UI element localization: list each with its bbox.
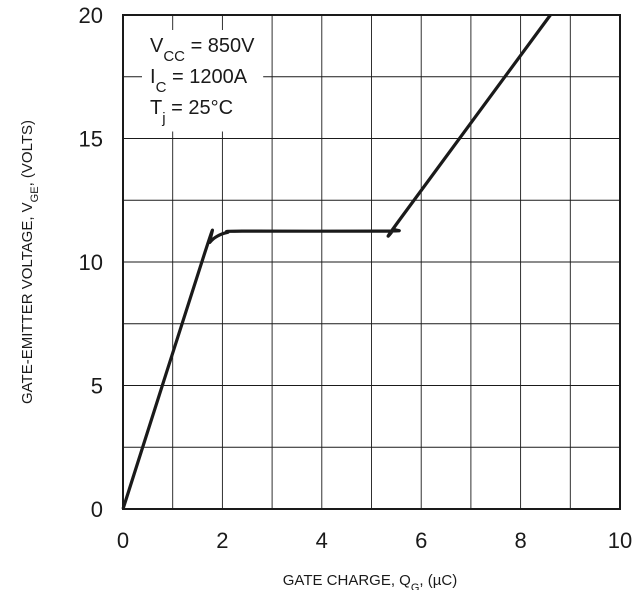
condition-symbol: I <box>150 66 156 88</box>
y-tick-label: 5 <box>91 374 103 399</box>
condition-value: = 1200A <box>166 66 247 88</box>
x-axis-label-sub: G <box>411 582 420 590</box>
y-axis-label-sub: GE <box>29 186 41 202</box>
y-axis-label: GATE-EMITTER VOLTAGE, VGE, (VOLTS) <box>19 120 41 404</box>
y-axis-label-main: GATE-EMITTER VOLTAGE, V <box>19 202 36 404</box>
x-tick-label: 0 <box>117 528 129 553</box>
condition-line: IC = 1200A <box>150 66 248 96</box>
x-tick-label: 6 <box>415 528 427 553</box>
x-tick-label: 2 <box>216 528 228 553</box>
condition-value: = 25°C <box>166 97 233 119</box>
y-tick-label: 20 <box>79 3 103 28</box>
y-tick-label: 10 <box>79 250 103 275</box>
gate-charge-curve <box>121 14 552 510</box>
y-tick-label: 15 <box>79 127 103 152</box>
y-axis-label-rest: , (VOLTS) <box>19 120 36 186</box>
condition-line: VCC = 850V <box>150 35 255 65</box>
y-tick-labels: 0 5 10 15 20 <box>79 3 103 522</box>
condition-subscript: CC <box>163 48 185 65</box>
conditions-background <box>142 30 264 132</box>
condition-value: = 850V <box>185 35 255 57</box>
x-tick-label: 8 <box>514 528 526 553</box>
condition-symbol: T <box>150 97 162 119</box>
x-axis-label: GATE CHARGE, QG, (µC) <box>283 572 457 590</box>
curve-layer <box>121 14 552 510</box>
condition-line: Tj = 25°C <box>150 97 233 127</box>
condition-subscript: C <box>156 79 167 96</box>
condition-symbol: V <box>150 35 164 57</box>
condition-subscript: j <box>161 110 165 127</box>
x-tick-label: 4 <box>316 528 328 553</box>
y-tick-label: 0 <box>91 497 103 522</box>
x-axis-label-main: GATE CHARGE, Q <box>283 572 411 589</box>
grid <box>123 15 620 509</box>
plot-frame <box>122 14 621 510</box>
x-tick-label: 10 <box>608 528 632 553</box>
x-tick-labels: 0 2 4 6 8 10 <box>117 528 632 553</box>
x-axis-label-rest: , (µC) <box>419 572 457 589</box>
